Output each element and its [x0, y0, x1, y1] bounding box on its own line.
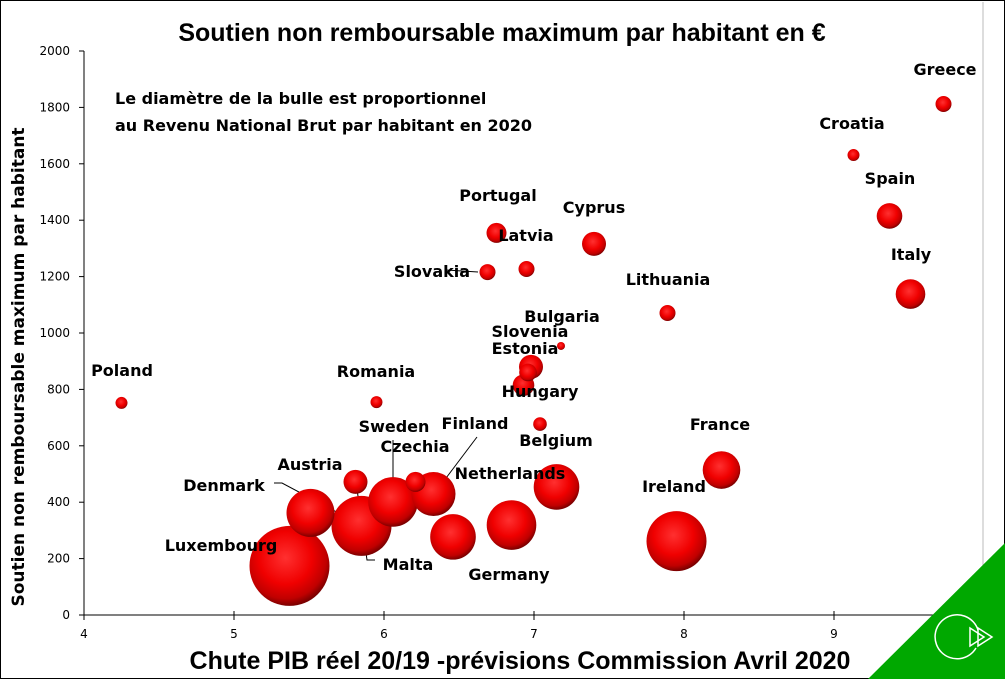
- bubble-latvia: [518, 260, 535, 277]
- bubble-croatia: [847, 149, 860, 162]
- data-label-denmark: Denmark: [183, 476, 265, 495]
- y-tick-label: 2000: [39, 44, 70, 58]
- data-label-cyprus: Cyprus: [563, 198, 625, 217]
- x-tick-label: 8: [680, 627, 688, 641]
- data-label-netherlands: Netherlands: [455, 464, 566, 483]
- chart-title: Soutien non remboursable maximum par hab…: [178, 19, 825, 47]
- y-axis-title: Soutien non remboursable maximum par hab…: [9, 127, 29, 606]
- bubble-spain: [876, 203, 903, 229]
- data-label-romania: Romania: [337, 362, 415, 381]
- data-label-latvia: Latvia: [498, 226, 553, 245]
- data-label-slovenia: Slovenia: [492, 322, 569, 341]
- annotation-line-2: au Revenu National Brut par habitant en …: [115, 116, 532, 135]
- leader-line-denmark: [274, 482, 362, 526]
- bubble-poland: [115, 396, 128, 409]
- data-label-croatia: Croatia: [819, 114, 884, 133]
- data-label-finland: Finland: [442, 414, 509, 433]
- bubble-luxembourg: [249, 525, 330, 606]
- x-tick-label: 6: [380, 627, 388, 641]
- data-label-ireland: Ireland: [642, 477, 706, 496]
- y-tick-label: 1200: [39, 270, 70, 284]
- bubble-bulgaria: [557, 341, 565, 350]
- bubble-greece: [935, 96, 952, 113]
- data-label-bulgaria: Bulgaria: [524, 307, 600, 326]
- x-axis-title: Chute PIB réel 20/19 -prévisions Commiss…: [190, 647, 851, 675]
- x-tick-label: 7: [530, 627, 538, 641]
- bubble-unlabeled: [533, 464, 580, 510]
- bubble-germany: [430, 514, 476, 560]
- x-tick-label: 4: [80, 627, 88, 641]
- annotation-line-1: Le diamètre de la bulle est proportionne…: [115, 89, 486, 108]
- replay-arrow-icon[interactable]: [934, 614, 994, 660]
- data-label-france: France: [690, 415, 750, 434]
- leader-line-slovakia: [445, 269, 479, 273]
- bubble-romania: [370, 396, 383, 409]
- data-label-greece: Greece: [913, 60, 976, 79]
- y-tick-label: 1600: [39, 157, 70, 171]
- y-tick-label: 1400: [39, 213, 70, 227]
- data-label-italy: Italy: [891, 245, 932, 264]
- bubble-belgium: [533, 417, 547, 431]
- y-tick-label: 0: [62, 608, 70, 622]
- y-tick-label: 600: [47, 439, 70, 453]
- bubble-ireland: [646, 511, 707, 572]
- data-label-estonia: Estonia: [492, 339, 559, 358]
- bubble-austria: [343, 469, 368, 494]
- data-label-spain: Spain: [865, 169, 916, 188]
- data-label-malta: Malta: [383, 555, 434, 574]
- data-label-belgium: Belgium: [519, 431, 593, 450]
- data-label-hungary: Hungary: [502, 382, 579, 401]
- bubble-lithuania: [659, 304, 676, 321]
- bubble-portugal: [486, 222, 507, 243]
- data-label-austria: Austria: [277, 455, 342, 474]
- bubble-slovakia: [479, 264, 496, 281]
- bubble-france: [702, 451, 741, 489]
- bubble-netherlands: [486, 500, 537, 550]
- y-tick-label: 1800: [39, 100, 70, 114]
- data-label-czechia: Czechia: [380, 437, 449, 456]
- bubble-italy: [895, 279, 926, 309]
- bubble-estonia: [519, 363, 537, 382]
- x-tick-label: 5: [230, 627, 238, 641]
- y-tick-label: 400: [47, 495, 70, 509]
- corner-next-button[interactable]: [868, 543, 1005, 679]
- data-label-lithuania: Lithuania: [626, 270, 711, 289]
- bubble-denmark: [286, 488, 335, 537]
- data-label-luxembourg: Luxembourg: [165, 536, 278, 555]
- bubble-cyprus: [582, 231, 606, 256]
- bubble-sweden: [405, 471, 426, 492]
- data-label-slovakia: Slovakia: [394, 262, 470, 281]
- data-label-poland: Poland: [91, 361, 153, 380]
- data-label-portugal: Portugal: [459, 186, 536, 205]
- y-tick-label: 1000: [39, 326, 70, 340]
- data-label-germany: Germany: [468, 565, 550, 584]
- bubble-czechia: [368, 477, 418, 527]
- y-tick-label: 200: [47, 552, 70, 566]
- corner-triangle[interactable]: [868, 543, 1005, 679]
- data-label-sweden: Sweden: [359, 417, 430, 436]
- x-tick-label: 9: [830, 627, 838, 641]
- y-tick-label: 800: [47, 382, 70, 396]
